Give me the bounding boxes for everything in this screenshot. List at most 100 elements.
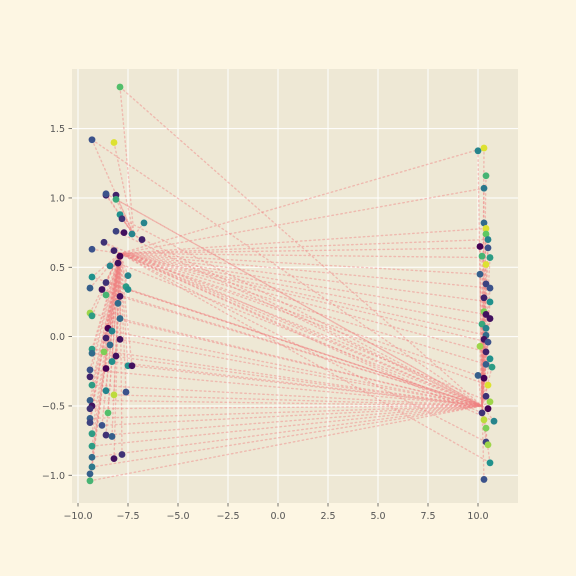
scatter-point bbox=[476, 270, 484, 278]
y-tick-label: 0.0 bbox=[50, 332, 65, 343]
data-points bbox=[86, 83, 498, 485]
link-line bbox=[119, 238, 489, 255]
link-line bbox=[91, 352, 483, 407]
y-tick-label: 0.5 bbox=[50, 263, 65, 274]
scatter-point bbox=[104, 409, 112, 417]
scatter-point bbox=[118, 215, 126, 223]
link-line bbox=[119, 252, 481, 275]
link-line bbox=[111, 252, 121, 438]
link-line bbox=[113, 394, 483, 407]
scatter-point bbox=[128, 362, 136, 370]
scatter-point bbox=[120, 229, 128, 237]
scatter-point bbox=[484, 441, 492, 449]
link-line bbox=[119, 252, 491, 289]
link-line bbox=[119, 252, 487, 336]
x-tick-label: 2.5 bbox=[320, 511, 335, 522]
y-axis-ticks: −1.0 −0.5 0.0 0.5 1.0 1.5 bbox=[42, 124, 72, 482]
link-line bbox=[119, 252, 129, 367]
x-axis-ticks: −10.0 −7.5 −5.0 −2.5 0.0 2.5 5.0 7.5 10.0 bbox=[63, 503, 489, 522]
link-line bbox=[119, 252, 491, 464]
scatter-point bbox=[88, 453, 96, 461]
scatter-point bbox=[110, 391, 118, 399]
scatter-point bbox=[86, 419, 94, 426]
scatter-point bbox=[108, 433, 116, 440]
link-line bbox=[119, 252, 487, 366]
scatter-point bbox=[86, 405, 94, 413]
link-line bbox=[101, 405, 483, 427]
scatter-point bbox=[102, 291, 110, 299]
scatter-point bbox=[476, 243, 484, 250]
y-tick-label: −1.0 bbox=[42, 471, 65, 482]
link-line bbox=[113, 249, 483, 407]
link-line bbox=[127, 288, 483, 407]
scatter-point bbox=[102, 279, 110, 286]
link-line bbox=[91, 276, 483, 407]
link-line bbox=[91, 252, 121, 435]
link-line bbox=[91, 252, 121, 354]
scatter-point bbox=[108, 358, 116, 365]
link-line bbox=[113, 252, 121, 396]
scatter-point bbox=[482, 230, 490, 238]
link-line bbox=[119, 317, 483, 407]
link-line bbox=[107, 252, 121, 414]
scatter-point bbox=[86, 477, 94, 485]
scatter-point bbox=[102, 365, 110, 372]
link-line bbox=[105, 405, 483, 436]
scatter-point bbox=[486, 254, 494, 261]
scatter-point bbox=[486, 459, 494, 467]
scatter-point bbox=[490, 417, 498, 425]
link-line bbox=[119, 187, 485, 255]
link-line bbox=[119, 252, 489, 343]
scatter-point bbox=[112, 227, 120, 235]
link-line bbox=[101, 288, 483, 407]
scatter-point bbox=[124, 272, 132, 280]
scatter-point bbox=[112, 195, 120, 203]
y-tick-label: −0.5 bbox=[42, 401, 65, 412]
link-line bbox=[481, 405, 487, 443]
link-line bbox=[115, 194, 135, 237]
scatter-point bbox=[112, 352, 120, 360]
scatter-point bbox=[486, 355, 494, 363]
scatter-point bbox=[480, 294, 488, 302]
link-line bbox=[481, 405, 491, 464]
scatter-point bbox=[486, 284, 494, 292]
y-tick-label: 1.0 bbox=[50, 193, 65, 204]
scatter-point bbox=[100, 348, 108, 356]
link-line bbox=[89, 369, 483, 407]
scatter-point bbox=[86, 470, 94, 478]
link-line bbox=[103, 252, 121, 353]
x-tick-label: −7.5 bbox=[116, 511, 139, 522]
scatter-point bbox=[488, 363, 496, 371]
link-line bbox=[91, 252, 121, 468]
link-line bbox=[119, 252, 479, 377]
scatter-point bbox=[482, 225, 490, 232]
scatter-point bbox=[98, 421, 106, 429]
link-line bbox=[481, 310, 485, 407]
scatter-point bbox=[484, 381, 492, 389]
link-line bbox=[481, 263, 487, 407]
link-line bbox=[133, 222, 145, 237]
link-line bbox=[91, 405, 483, 458]
x-tick-label: 5.0 bbox=[370, 511, 385, 522]
scatter-point bbox=[86, 284, 94, 292]
link-line bbox=[119, 252, 489, 386]
link-line bbox=[477, 374, 483, 407]
scatter-point bbox=[108, 327, 116, 335]
link-line bbox=[119, 252, 491, 303]
scatter-point bbox=[86, 396, 94, 404]
scatter-point bbox=[88, 463, 96, 471]
scatter-point bbox=[88, 430, 96, 438]
scatter-point bbox=[140, 219, 148, 227]
link-line bbox=[105, 281, 483, 407]
link-line bbox=[119, 147, 485, 255]
scatter-point bbox=[122, 388, 130, 396]
link-line bbox=[91, 252, 121, 447]
scatter-point bbox=[116, 335, 124, 343]
link-line bbox=[121, 218, 483, 407]
scatter-point bbox=[100, 238, 108, 246]
x-tick-label: 0.0 bbox=[270, 511, 285, 522]
link-line bbox=[119, 252, 123, 456]
scatter-point bbox=[474, 372, 482, 379]
scatter-point bbox=[86, 373, 94, 381]
link-line bbox=[101, 252, 121, 427]
